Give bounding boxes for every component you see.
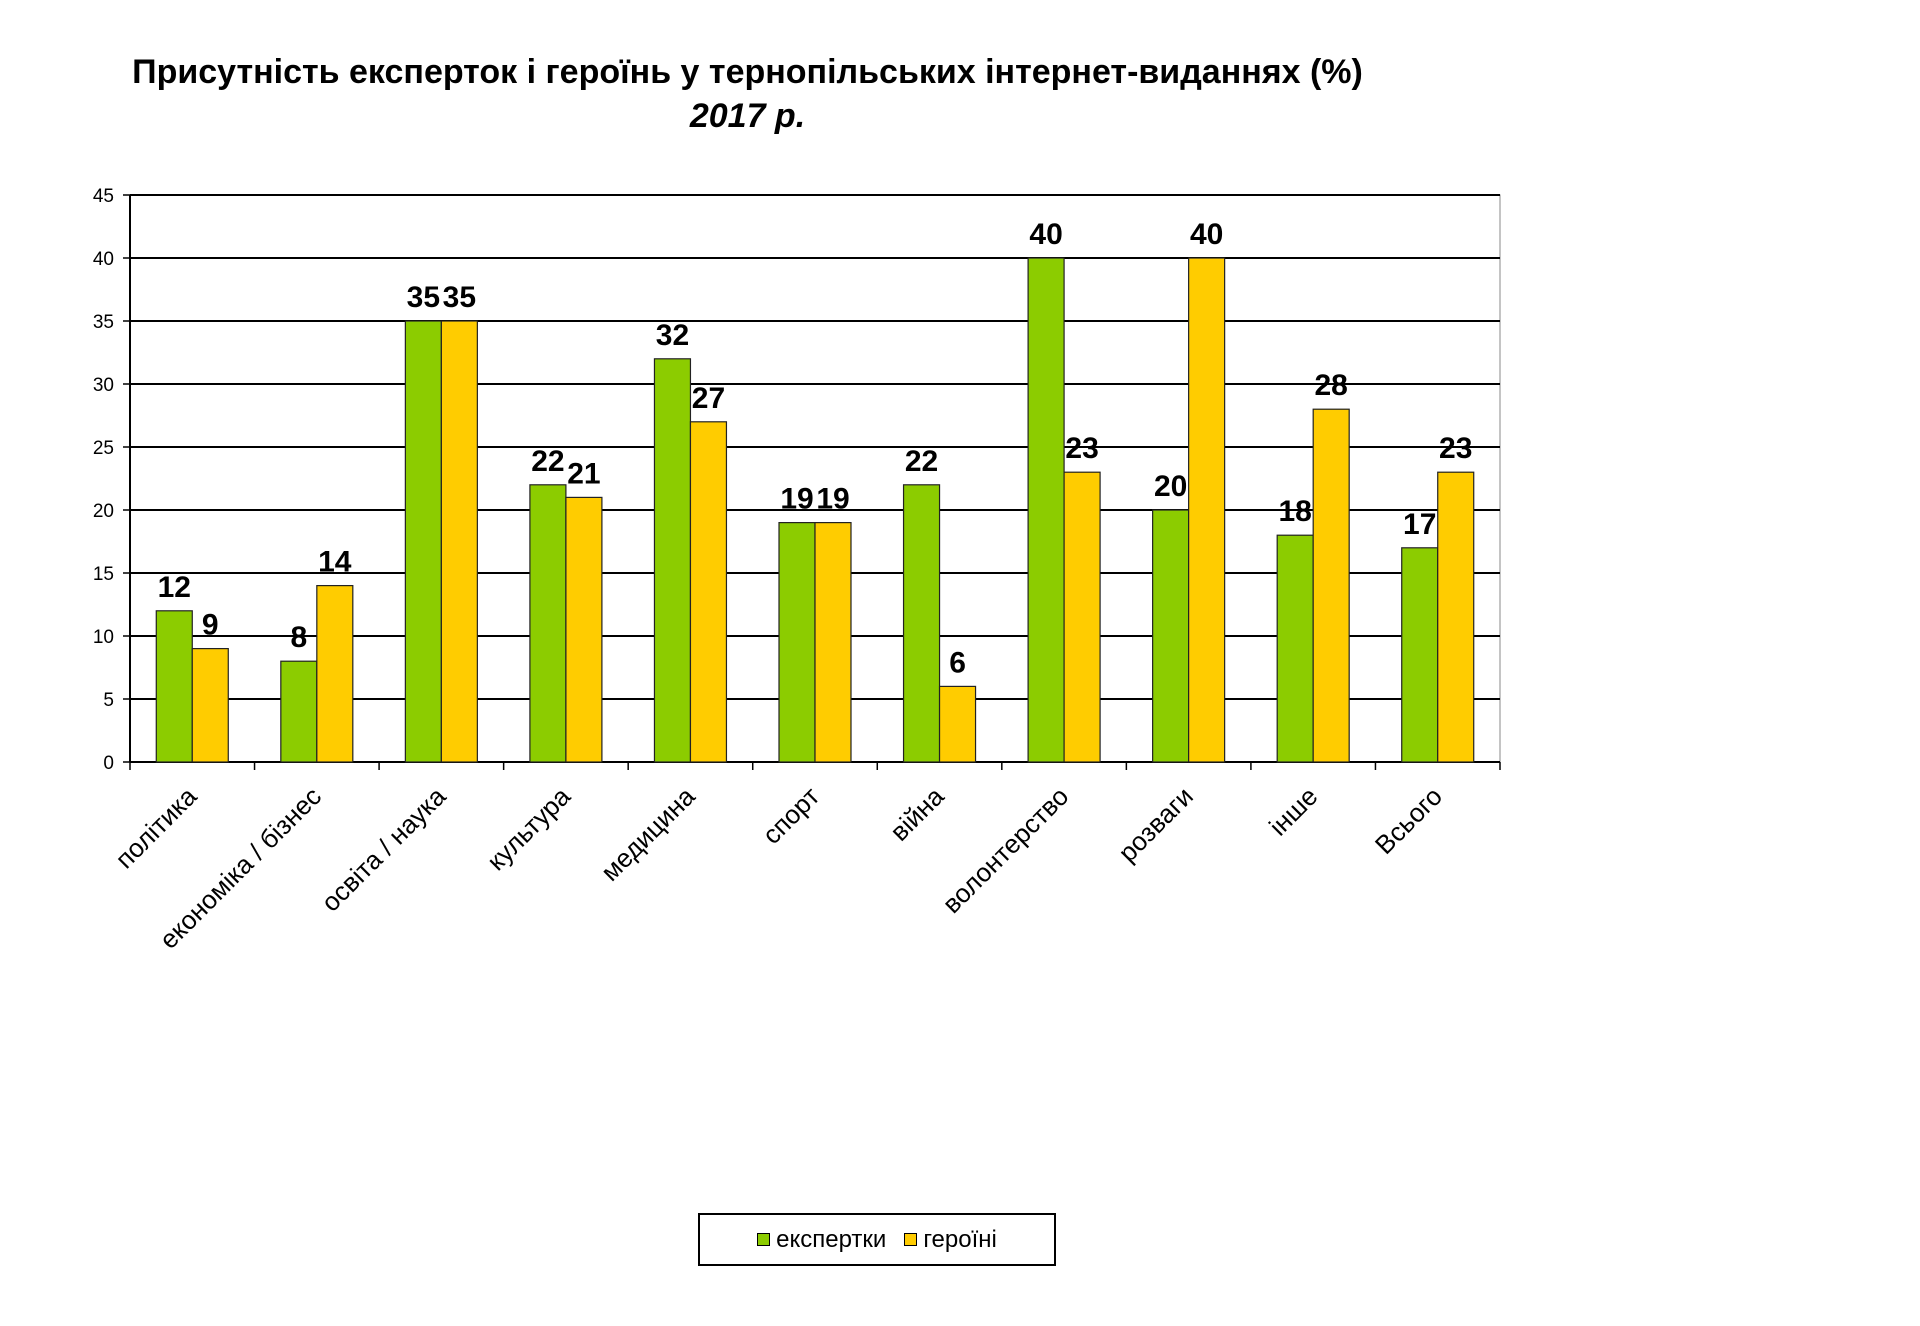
bar-series2 [1188, 257, 1226, 763]
data-label-series1: 35 [407, 281, 440, 314]
data-label-series2: 9 [202, 609, 219, 642]
data-label-series2: 6 [949, 646, 966, 679]
bar-series1 [1401, 547, 1439, 763]
bar-series1 [778, 521, 816, 763]
bar-series1 [1152, 509, 1190, 763]
x-category-label: культура [481, 781, 577, 877]
bar-series1 [902, 484, 941, 763]
y-tick-label: 20 [93, 501, 114, 522]
data-label-series2: 35 [443, 281, 476, 314]
data-label-series2: 19 [816, 483, 849, 516]
data-label-series2: 27 [692, 382, 725, 415]
data-label-series1: 8 [290, 621, 307, 654]
data-label-series1: 18 [1278, 495, 1311, 528]
data-label-series2: 23 [1439, 432, 1472, 465]
bar-series1 [1027, 257, 1065, 763]
y-tick-label: 25 [93, 438, 114, 459]
data-label-series2: 40 [1190, 218, 1223, 251]
data-label-series2: 21 [567, 457, 600, 490]
x-category-label: спорт [756, 781, 825, 850]
bar-series1 [1276, 534, 1314, 763]
data-label-series1: 20 [1154, 470, 1187, 503]
bar-series2 [689, 421, 728, 763]
bar-series2 [440, 320, 478, 763]
data-label-series2: 28 [1314, 369, 1347, 402]
data-label-series1: 22 [905, 445, 938, 478]
y-tick-label: 45 [93, 186, 114, 207]
legend-item-series2: героїні [904, 1226, 997, 1254]
bar-series1 [155, 610, 193, 763]
y-tick-label: 30 [93, 375, 114, 396]
y-tick-label: 0 [103, 753, 114, 774]
bar-series2 [938, 685, 977, 763]
bar-series2 [191, 647, 229, 763]
chart-title: Присутність експерток і героїнь у терноп… [132, 53, 1363, 91]
y-tick-label: 15 [93, 564, 114, 585]
bar-series2 [1437, 471, 1475, 763]
y-tick-label: 35 [93, 312, 114, 333]
data-label-series1: 32 [656, 319, 689, 352]
data-label-series2: 14 [318, 546, 352, 579]
x-category-label: інше [1263, 781, 1323, 841]
y-tick-label: 40 [93, 249, 114, 270]
data-label-series1: 19 [780, 483, 813, 516]
legend-swatch-series1 [757, 1233, 771, 1246]
legend-item-series1: експертки [757, 1226, 886, 1254]
bar-series2 [316, 584, 354, 763]
x-category-label: волонтерство [936, 781, 1074, 919]
legend: експертки героїні [698, 1213, 1056, 1266]
y-tick-label: 5 [103, 690, 114, 711]
bar-series1 [404, 320, 442, 763]
bar-series2 [814, 521, 852, 763]
data-label-series1: 40 [1029, 218, 1062, 251]
x-category-label: політика [109, 781, 203, 875]
bar-series2 [1312, 408, 1350, 763]
legend-label-series1: експертки [776, 1225, 887, 1253]
bar-series2 [565, 496, 603, 763]
x-category-label: війна [884, 781, 950, 847]
x-category-label: Всього [1369, 781, 1448, 860]
x-category-label: освіта / наука [315, 781, 452, 918]
data-label-series1: 12 [158, 571, 191, 604]
data-label-series2: 23 [1065, 432, 1098, 465]
bar-series1 [653, 358, 692, 763]
x-category-label: медицина [595, 781, 701, 887]
data-label-series1: 22 [531, 445, 564, 478]
x-category-label: розваги [1112, 781, 1199, 868]
y-tick-label: 10 [93, 627, 114, 648]
bar-series2 [1063, 471, 1101, 763]
legend-label-series2: героїні [923, 1225, 997, 1253]
data-label-series1: 17 [1403, 508, 1436, 541]
bar-series1 [529, 484, 567, 763]
legend-swatch-series2 [904, 1233, 918, 1246]
bar-series1 [280, 660, 318, 763]
chart-title-block: Присутність експерток і героїнь у терноп… [0, 50, 1495, 138]
chart-subtitle: 2017 р. [689, 97, 806, 135]
